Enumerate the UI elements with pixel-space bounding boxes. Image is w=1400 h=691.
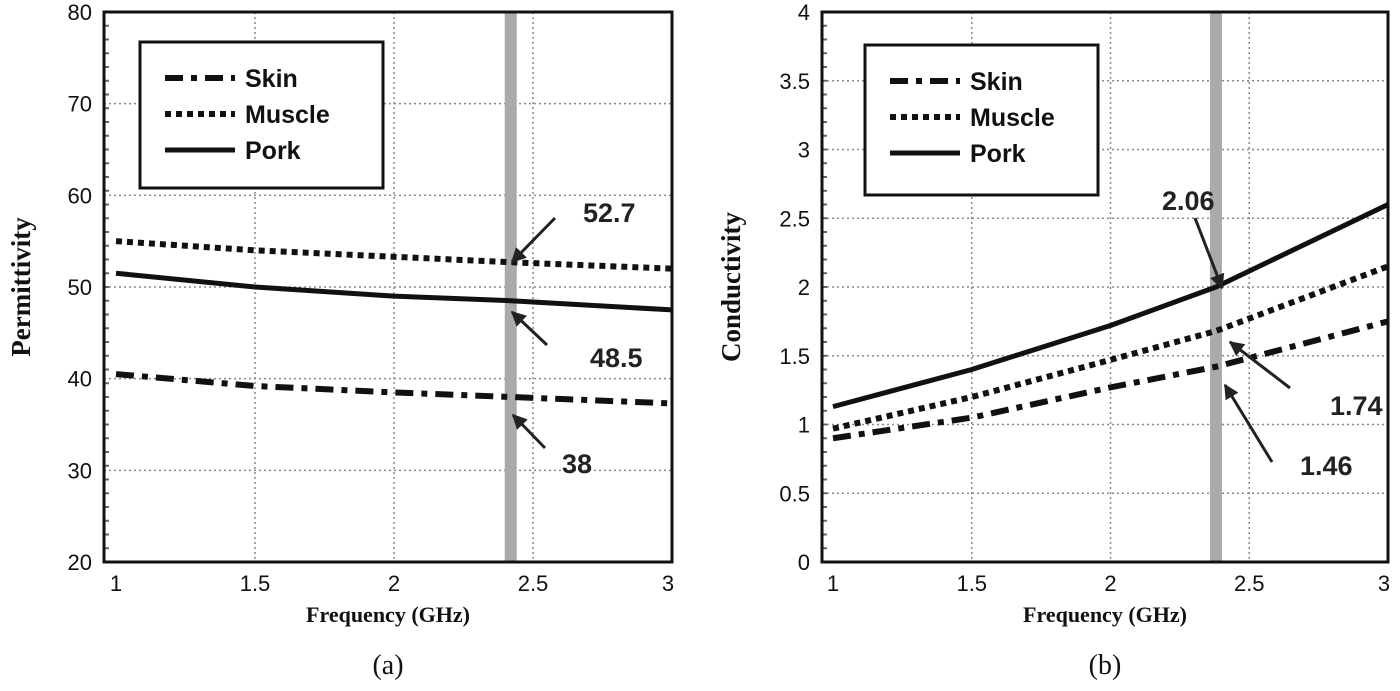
- y-tick-label: 20: [68, 550, 92, 575]
- x-tick-label: 3: [662, 571, 674, 596]
- series-line-skin: [115, 371, 673, 407]
- legend-label-pork: Pork: [245, 137, 301, 165]
- x-axis-title: Frequency (GHz): [1023, 602, 1187, 627]
- y-tick-label: 50: [68, 275, 92, 300]
- x-tick-label: 2.5: [1234, 571, 1265, 596]
- x-axis-title: Frequency (GHz): [306, 602, 470, 627]
- x-tick-label: 1.5: [956, 571, 987, 596]
- annotation-arrow: [1193, 217, 1225, 290]
- y-tick-label: 1: [798, 413, 810, 438]
- frequency-marker-band: [504, 12, 517, 562]
- x-tick-label: 2: [388, 571, 400, 596]
- y-tick-label: 3.5: [779, 69, 810, 94]
- legend: Skin Muscle Pork: [863, 43, 1100, 197]
- annotation-arrow: [1228, 340, 1291, 390]
- annotation-label: 48.5: [590, 343, 643, 373]
- x-tick-label: 3: [1378, 571, 1390, 596]
- y-tick-label: 80: [68, 0, 92, 25]
- annotation-label: 2.06: [1162, 186, 1215, 216]
- series-line-pork: [832, 202, 1390, 410]
- legend-label-skin: Skin: [970, 68, 1023, 96]
- panel-caption: (a): [372, 650, 403, 681]
- y-axis-title: Permittivity: [6, 217, 36, 357]
- y-tick-label: 1.5: [779, 344, 810, 369]
- panel-caption: (b): [1089, 650, 1122, 681]
- annotation-label: 1.46: [1300, 451, 1353, 481]
- y-tick-label: 4: [798, 0, 810, 25]
- legend-label-muscle: Muscle: [245, 101, 330, 129]
- y-tick-label: 60: [68, 183, 92, 208]
- annotation-arrow: [1223, 383, 1274, 463]
- x-tick-label: 1: [827, 571, 839, 596]
- y-tick-label: 3: [798, 138, 810, 163]
- y-tick-label: 70: [68, 92, 92, 117]
- plot-frame: [820, 10, 1390, 564]
- plot-frame: [102, 10, 674, 564]
- chart-panel-a: 20 30 40 50 60 70 80 1 1.5 2 2.5 3 Skin Muscle Pork 52.…: [6, 0, 674, 681]
- y-axis-title: Conductivity: [716, 211, 746, 362]
- x-tick-label: 1.5: [240, 571, 271, 596]
- x-tick-label: 2: [1104, 571, 1116, 596]
- y-tick-label: 2.5: [779, 206, 810, 231]
- annotation-arrow: [510, 310, 549, 347]
- chart-panel-b: 0 0.5 1 1.5 2 2.5 3 3.5 4 1 1.5 2 2.5 3 Skin Muscle Pork…: [716, 0, 1390, 681]
- annotation-arrow: [510, 216, 557, 264]
- annotation-label: 1.74: [1330, 391, 1383, 421]
- y-tick-label: 30: [68, 458, 92, 483]
- annotation-label: 52.7: [583, 198, 636, 228]
- legend-label-pork: Pork: [970, 140, 1026, 168]
- legend-label-skin: Skin: [245, 65, 298, 93]
- x-tick-label: 2.5: [518, 571, 549, 596]
- y-tick-label: 40: [68, 367, 92, 392]
- y-tick-label: 2: [798, 275, 810, 300]
- legend-label-muscle: Muscle: [970, 104, 1055, 132]
- x-tick-label: 1: [110, 571, 122, 596]
- y-tick-label: 0.5: [779, 481, 810, 506]
- series-line-muscle: [832, 263, 1390, 432]
- annotation-arrow: [511, 413, 547, 450]
- legend: Skin Muscle Pork: [138, 40, 385, 190]
- y-tick-label: 0: [798, 550, 810, 575]
- series-line-muscle: [115, 238, 673, 272]
- annotation-label: 38: [562, 449, 592, 479]
